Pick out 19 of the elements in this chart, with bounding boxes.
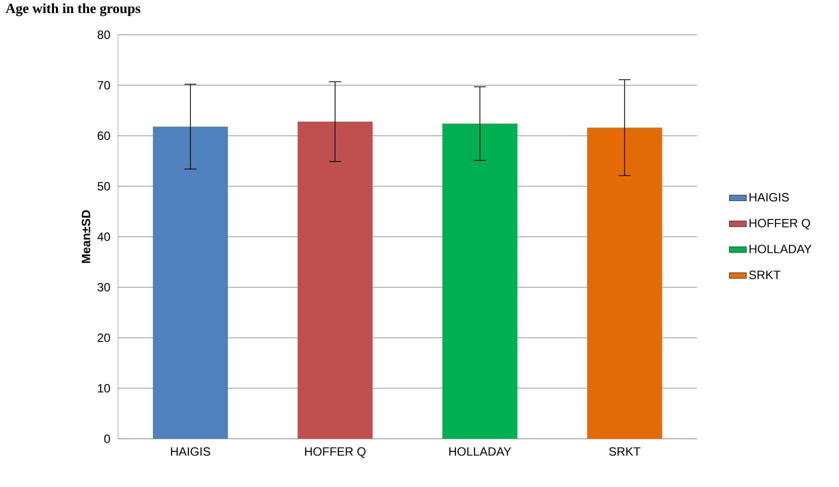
- x-tick-label: HAIGIS: [171, 447, 210, 456]
- y-tick-label: 80: [98, 30, 110, 40]
- y-tick-label: 20: [98, 334, 110, 342]
- chart-title: Age with in the groups: [6, 3, 140, 16]
- x-tick-label: HOFFER Q: [305, 447, 366, 458]
- x-tick-label: HOLLADAY: [449, 447, 512, 456]
- legend-label: HOLLADAY: [750, 244, 812, 254]
- y-tick-label: 70: [98, 81, 110, 90]
- legend-label: HOFFER Q: [750, 218, 810, 230]
- y-tick-label: 50: [98, 182, 110, 191]
- y-tick-label: 10: [98, 384, 110, 393]
- y-tick-label: 40: [97, 232, 110, 242]
- y-tick-label: 0: [104, 434, 110, 444]
- legend-label: SRKT: [749, 270, 780, 280]
- x-tick-label: SRKT: [609, 447, 640, 456]
- y-tick-label: 30: [98, 283, 110, 292]
- legend-label: HAIGIS: [750, 193, 789, 202]
- y-axis-title: Mean±SD: [82, 210, 90, 264]
- y-tick-label: 60: [98, 132, 110, 140]
